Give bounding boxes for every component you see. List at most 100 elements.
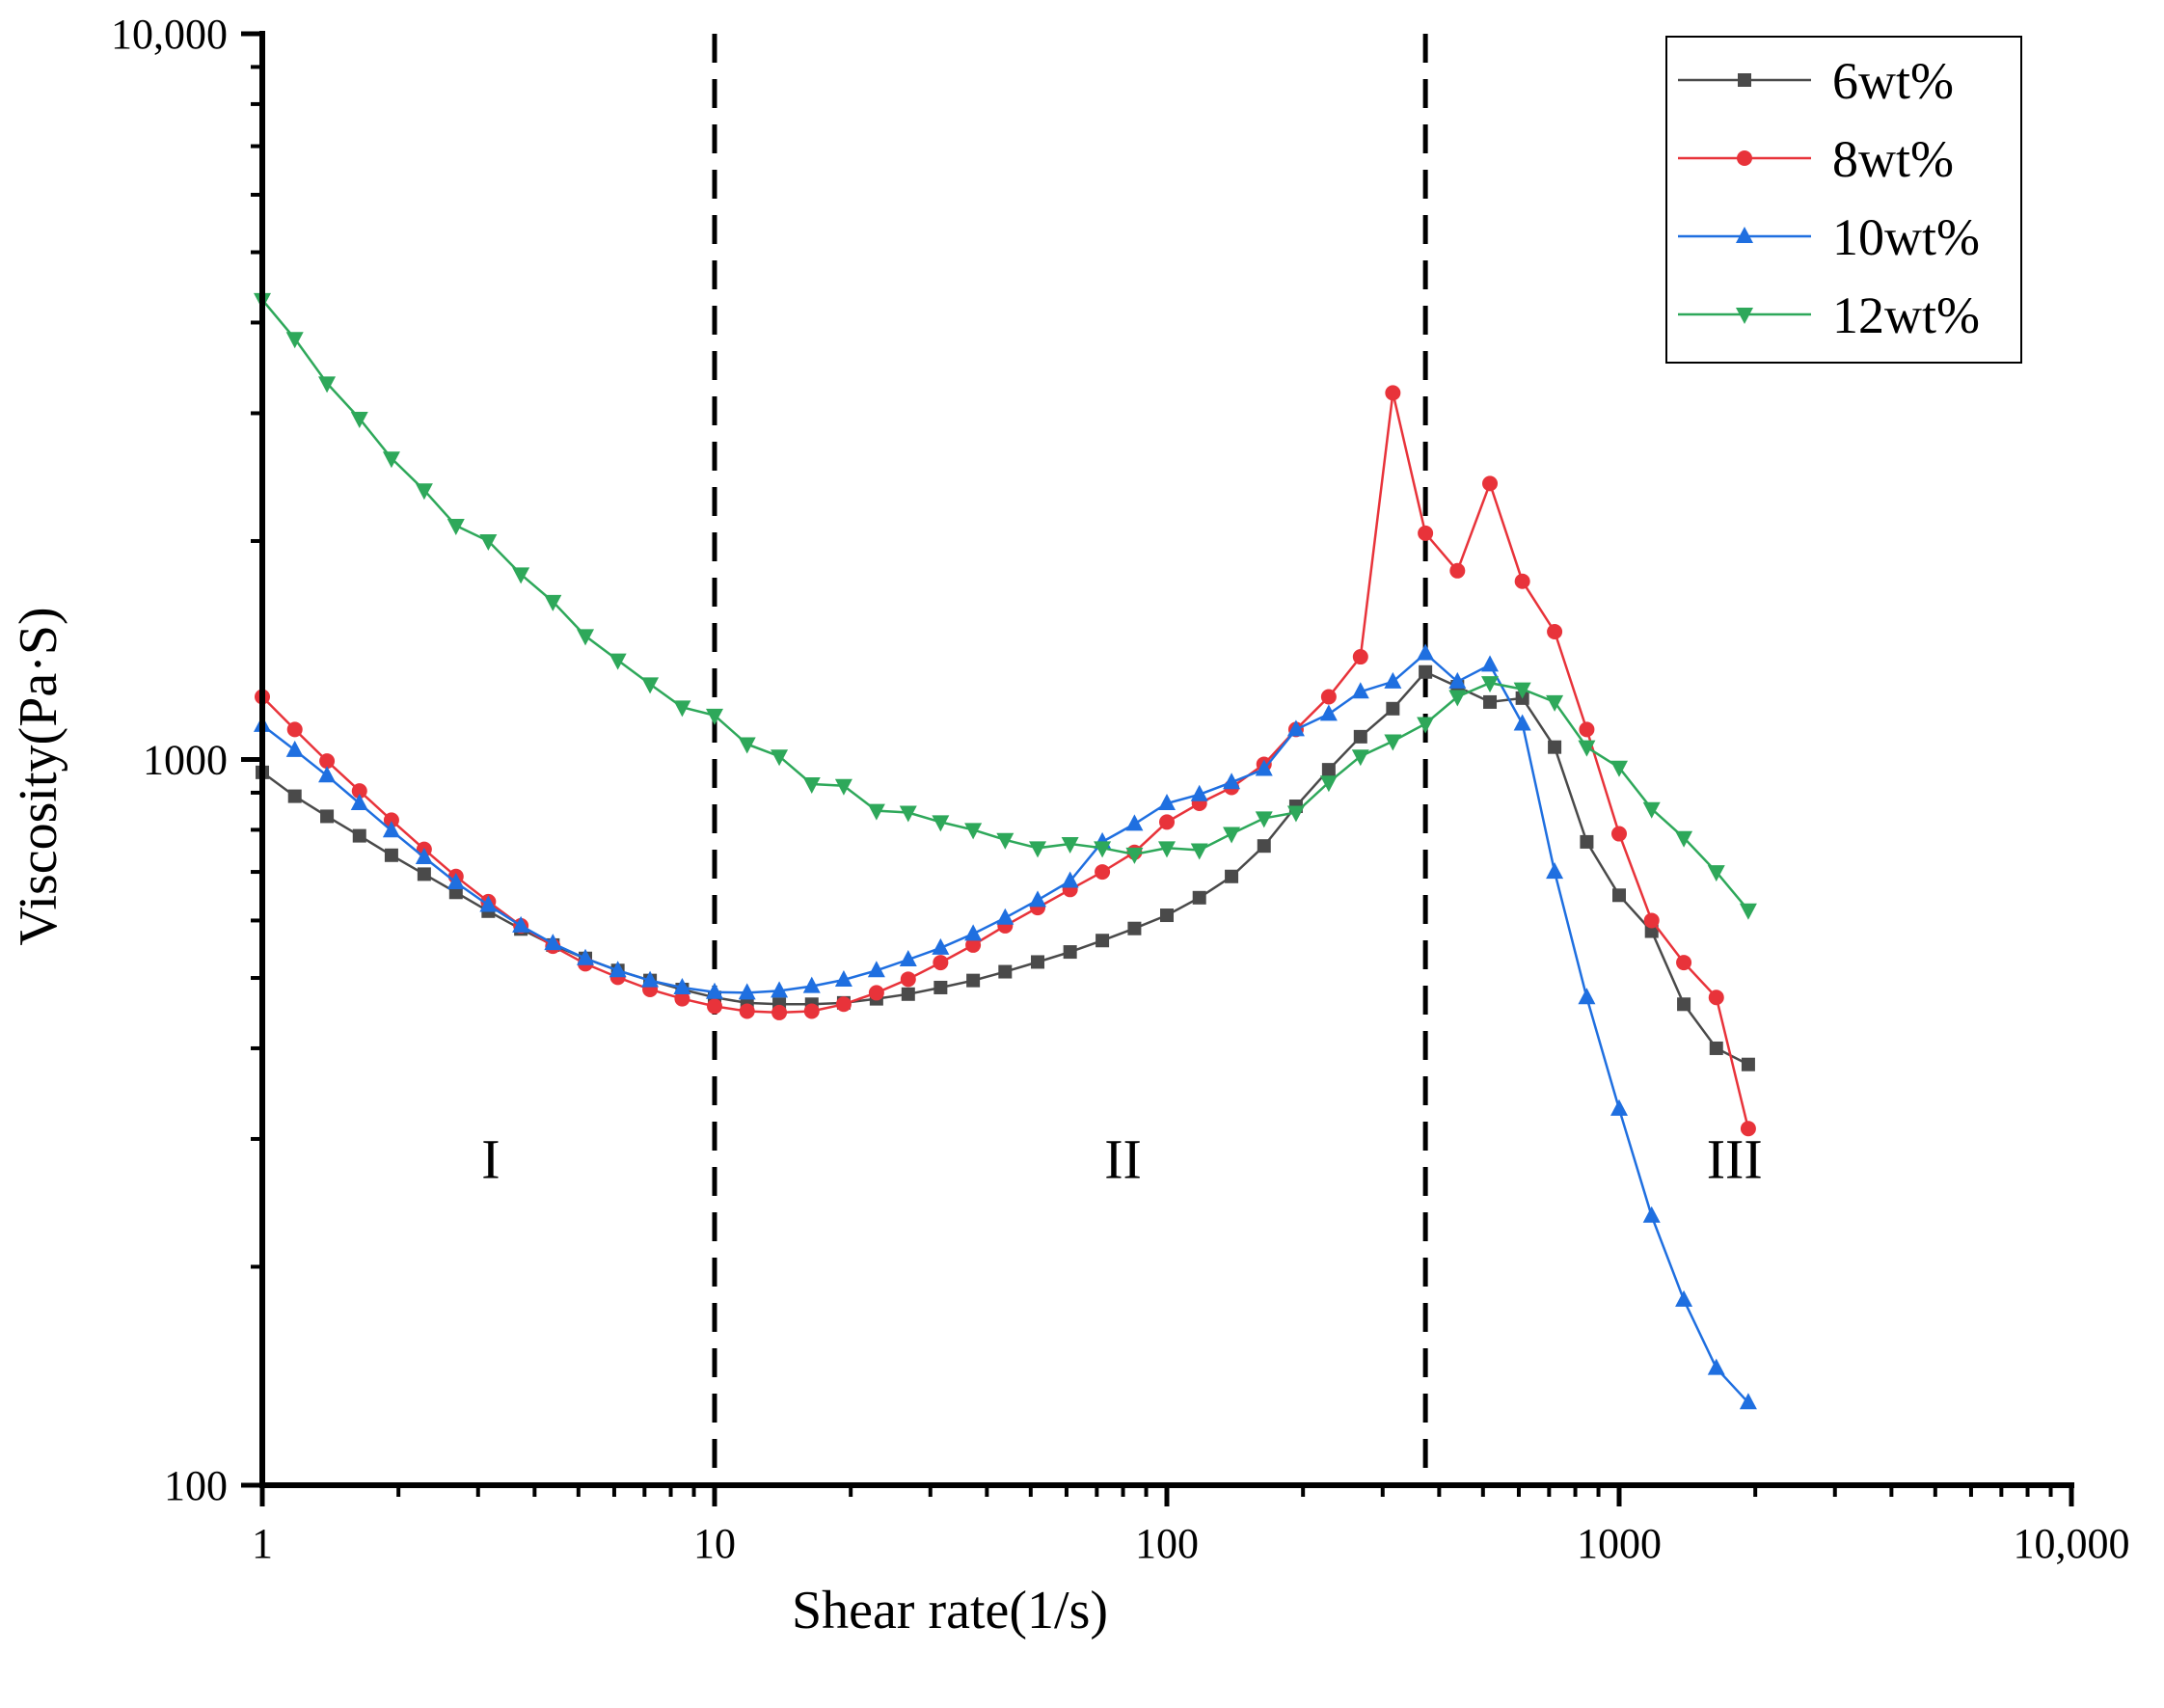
data-point-10wt%-31	[1255, 759, 1273, 776]
legend-item-10wt%: 10wt%	[1678, 208, 1980, 266]
legend-marker	[1736, 308, 1753, 324]
data-point-10wt%-21	[932, 937, 950, 955]
series-line-8wt%	[261, 393, 1750, 1129]
data-point-12wt%-36	[1417, 717, 1435, 734]
data-point-8wt%-21	[933, 955, 949, 971]
data-point-12wt%-28	[1158, 841, 1176, 858]
data-point-12wt%-44	[1675, 830, 1693, 848]
data-point-10wt%-36	[1417, 643, 1435, 661]
data-point-6wt%-20	[901, 987, 915, 1001]
data-point-8wt%-44	[1676, 955, 1692, 971]
data-point-10wt%-23	[996, 908, 1014, 925]
data-point-10wt%-10	[577, 948, 595, 965]
data-point-12wt%-10	[577, 629, 595, 646]
data-point-6wt%-33	[1321, 763, 1336, 777]
data-point-10wt%-45	[1707, 1358, 1725, 1375]
data-point-10wt%-35	[1384, 671, 1402, 689]
data-point-10wt%-12	[641, 970, 660, 988]
data-point-10wt%-3	[350, 794, 368, 811]
series-6wt%	[256, 664, 1755, 1071]
data-point-10wt%-43	[1642, 1206, 1661, 1223]
x-tick-label: 1	[252, 1520, 273, 1567]
data-point-12wt%-41	[1578, 740, 1596, 757]
y-tick-label: 1000	[143, 737, 228, 784]
data-point-12wt%-34	[1351, 749, 1369, 767]
series-line-12wt%	[261, 298, 1749, 911]
data-point-6wt%-42	[1612, 888, 1626, 903]
data-point-6wt%-35	[1386, 701, 1400, 716]
data-point-10wt%-25	[1061, 871, 1079, 888]
data-point-8wt%-19	[868, 985, 884, 1001]
data-point-12wt%-9	[544, 594, 562, 611]
y-axis-title: Viscosity(Pa·S)	[9, 607, 68, 945]
data-point-12wt%-17	[802, 776, 821, 794]
data-point-8wt%-37	[1449, 562, 1466, 579]
data-point-12wt%-14	[706, 708, 723, 725]
data-point-12wt%-15	[738, 737, 756, 754]
legend-box	[1665, 36, 2022, 364]
data-point-12wt%-39	[1513, 682, 1531, 699]
data-point-6wt%-45	[1709, 1041, 1723, 1055]
data-point-12wt%-8	[512, 567, 530, 584]
data-point-12wt%-2	[318, 376, 337, 393]
data-point-12wt%-37	[1448, 690, 1467, 707]
legend: 6wt% 8wt% 10wt% 12wt%	[1665, 36, 2022, 364]
data-point-8wt%-42	[1611, 826, 1627, 842]
data-point-6wt%-23	[998, 964, 1013, 979]
data-point-10wt%-5	[415, 848, 433, 865]
y-tick-label: 10,000	[111, 11, 228, 58]
legend-label: 10wt%	[1832, 208, 1980, 266]
data-point-12wt%-13	[673, 700, 691, 718]
data-point-6wt%-24	[1031, 955, 1045, 969]
data-point-12wt%-12	[641, 677, 660, 694]
legend-label: 6wt%	[1832, 52, 1954, 110]
data-point-6wt%-40	[1548, 740, 1562, 754]
x-axis-title: Shear rate(1/s)	[792, 1581, 1108, 1640]
data-point-6wt%-38	[1483, 694, 1498, 709]
axes: 1 10 100 1000 10,000 100 1000 10,000	[111, 11, 2130, 1567]
region-labels: I II III	[481, 1128, 1762, 1191]
x-tick-label: 10,000	[2014, 1520, 2130, 1567]
data-point-6wt%-36	[1419, 664, 1433, 679]
series-12wt%	[254, 292, 1757, 920]
data-point-10wt%-33	[1319, 704, 1338, 721]
data-point-10wt%-38	[1481, 655, 1500, 672]
data-point-6wt%-21	[933, 980, 948, 994]
data-point-12wt%-16	[771, 749, 789, 767]
data-point-6wt%-29	[1192, 890, 1206, 905]
data-point-10wt%-32	[1286, 719, 1305, 737]
data-point-10wt%-20	[899, 949, 917, 966]
data-point-12wt%-35	[1384, 734, 1402, 751]
data-point-8wt%-43	[1643, 912, 1660, 929]
data-point-10wt%-29	[1190, 784, 1208, 801]
legend-item-12wt%: 12wt%	[1678, 286, 1980, 344]
data-point-10wt%-22	[964, 924, 983, 941]
data-point-8wt%-46	[1740, 1121, 1756, 1137]
data-point-12wt%-3	[350, 411, 368, 428]
data-point-12wt%-25	[1061, 837, 1079, 854]
x-tick-label: 100	[1135, 1520, 1199, 1567]
data-point-12wt%-22	[964, 823, 983, 840]
data-point-12wt%-31	[1255, 811, 1273, 828]
series-10wt%	[254, 643, 1757, 1410]
data-point-12wt%-42	[1610, 760, 1628, 777]
data-point-12wt%-18	[834, 778, 852, 796]
data-point-8wt%-13	[674, 990, 690, 1007]
data-point-8wt%-4	[383, 812, 399, 828]
legend-label: 12wt%	[1832, 286, 1980, 344]
region-label-III: III	[1707, 1128, 1763, 1191]
data-point-10wt%-42	[1610, 1098, 1628, 1116]
data-point-12wt%-24	[1029, 841, 1047, 858]
data-point-8wt%-17	[803, 1003, 820, 1019]
data-point-12wt%-5	[415, 483, 433, 501]
data-point-10wt%-13	[673, 977, 691, 994]
data-point-8wt%-41	[1579, 721, 1595, 738]
data-point-12wt%-20	[899, 805, 917, 823]
data-point-10wt%-1	[285, 740, 304, 757]
data-point-10wt%-19	[867, 961, 885, 978]
data-point-6wt%-41	[1580, 834, 1594, 849]
data-point-6wt%-44	[1677, 997, 1691, 1012]
data-point-10wt%-27	[1125, 814, 1144, 831]
legend-item-6wt%: 6wt%	[1678, 52, 1954, 110]
